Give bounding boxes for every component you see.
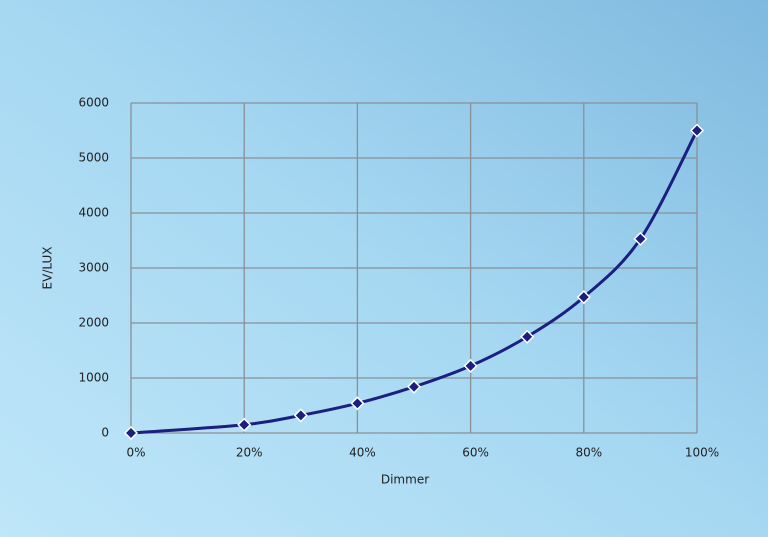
marker	[576, 290, 591, 305]
marker	[406, 379, 422, 394]
line	[130, 129, 699, 435]
marker	[689, 123, 705, 138]
marker	[633, 231, 648, 246]
x-tick-label: 20%	[236, 446, 263, 460]
y-tick-label: 0	[101, 426, 109, 440]
x-tick-label: 0%	[126, 446, 145, 460]
x-axis-label: Dimmer	[381, 473, 429, 487]
y-axis-label: EV/LUX	[41, 247, 55, 290]
marker	[463, 358, 478, 373]
x-tick-label: 100%	[685, 446, 719, 460]
x-tick-label: 60%	[462, 446, 489, 460]
marker	[350, 396, 365, 411]
y-tick-label: 2000	[78, 316, 109, 330]
x-tick-label: 80%	[575, 446, 602, 460]
y-tick-label: 5000	[78, 151, 109, 165]
y-tick-label: 6000	[78, 96, 109, 110]
marker	[293, 408, 308, 423]
marker	[237, 417, 252, 432]
y-tick-label: 4000	[78, 206, 109, 220]
marker	[520, 329, 535, 344]
y-tick-label: 3000	[78, 261, 109, 275]
x-tick-label: 40%	[349, 446, 376, 460]
y-tick-label: 1000	[78, 371, 109, 385]
marker	[123, 425, 139, 441]
